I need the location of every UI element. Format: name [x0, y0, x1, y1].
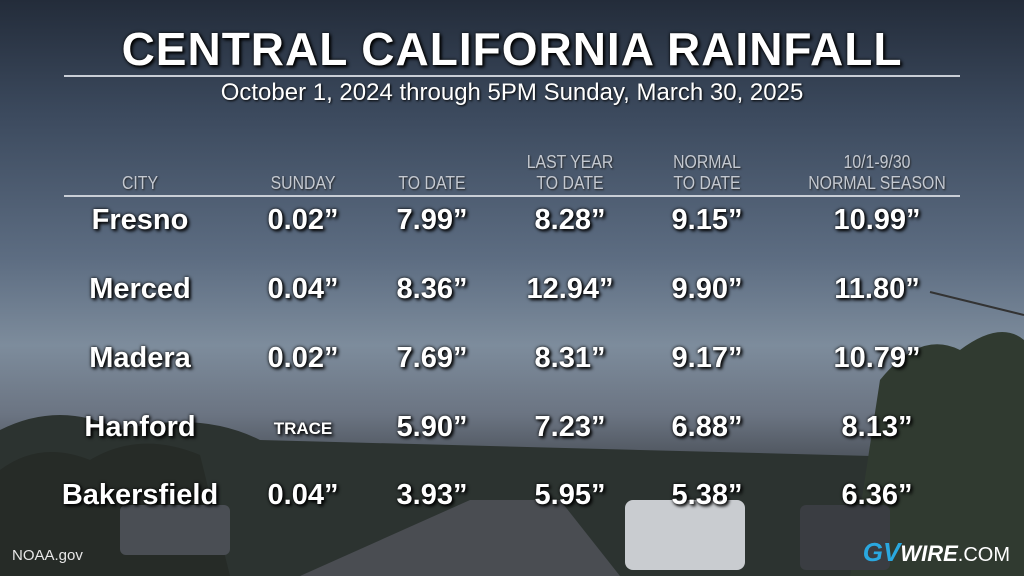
- logo-wire: WIRE: [900, 541, 958, 566]
- city-name: Madera: [89, 342, 191, 374]
- title-rule: [64, 75, 960, 77]
- rainfall-value: 5.95”: [534, 479, 606, 511]
- rainfall-value: 7.23”: [534, 411, 606, 443]
- rainfall-value: 11.80”: [834, 273, 920, 305]
- logo: GVWIRE.COM: [863, 537, 1010, 568]
- column-header: SUNDAY: [270, 173, 336, 193]
- column-header: NORMAL SEASON: [808, 173, 946, 193]
- rainfall-value: 6.36”: [841, 479, 913, 511]
- column-header: CITY: [121, 173, 159, 193]
- rainfall-value: 8.13”: [841, 411, 913, 443]
- rainfall-value: 8.31”: [534, 342, 606, 374]
- column-header: TO DATE: [536, 173, 604, 193]
- rainfall-value: 10.99”: [833, 204, 921, 236]
- rainfall-value: 8.36”: [396, 273, 468, 305]
- rainfall-value: 9.90”: [671, 273, 743, 305]
- source: NOAA.gov: [12, 547, 83, 564]
- city-name: Hanford: [84, 411, 196, 443]
- rainfall-value: 0.04”: [267, 273, 339, 305]
- rainfall-value: 0.02”: [267, 342, 339, 374]
- rainfall-value: 9.15”: [671, 204, 743, 236]
- city-name: Bakersfield: [61, 479, 219, 511]
- column-header: LAST YEAR: [526, 152, 614, 172]
- column-header: TO DATE: [673, 173, 741, 193]
- column-header: 10/1-9/30: [843, 152, 911, 172]
- header-rule: [64, 195, 960, 197]
- rainfall-value: 0.04”: [267, 479, 339, 511]
- city-name: Merced: [89, 273, 191, 305]
- rainfall-value: 6.88”: [671, 411, 743, 443]
- rainfall-value: 3.93”: [396, 479, 468, 511]
- rainfall-value: 5.38”: [671, 479, 743, 511]
- column-header: NORMAL: [673, 152, 741, 172]
- column-header: TO DATE: [398, 173, 466, 193]
- rainfall-value: 0.02”: [267, 204, 339, 236]
- rainfall-value: 10.79”: [833, 342, 921, 374]
- title: CENTRAL CALIFORNIA RAINFALL: [121, 23, 903, 75]
- logo-gv: GV: [862, 537, 901, 567]
- subtitle: October 1, 2024 through 5PM Sunday, Marc…: [220, 79, 804, 106]
- rainfall-value: 7.99”: [396, 204, 468, 236]
- rainfall-value: 12.94”: [526, 273, 614, 305]
- rainfall-value: TRACE: [273, 419, 333, 438]
- rainfall-value: 5.90”: [396, 411, 468, 443]
- rainfall-value: 9.17”: [671, 342, 743, 374]
- city-name: Fresno: [91, 204, 189, 236]
- logo-com: .COM: [957, 544, 1010, 566]
- rainfall-value: 8.28”: [534, 204, 606, 236]
- rainfall-value: 7.69”: [396, 342, 468, 374]
